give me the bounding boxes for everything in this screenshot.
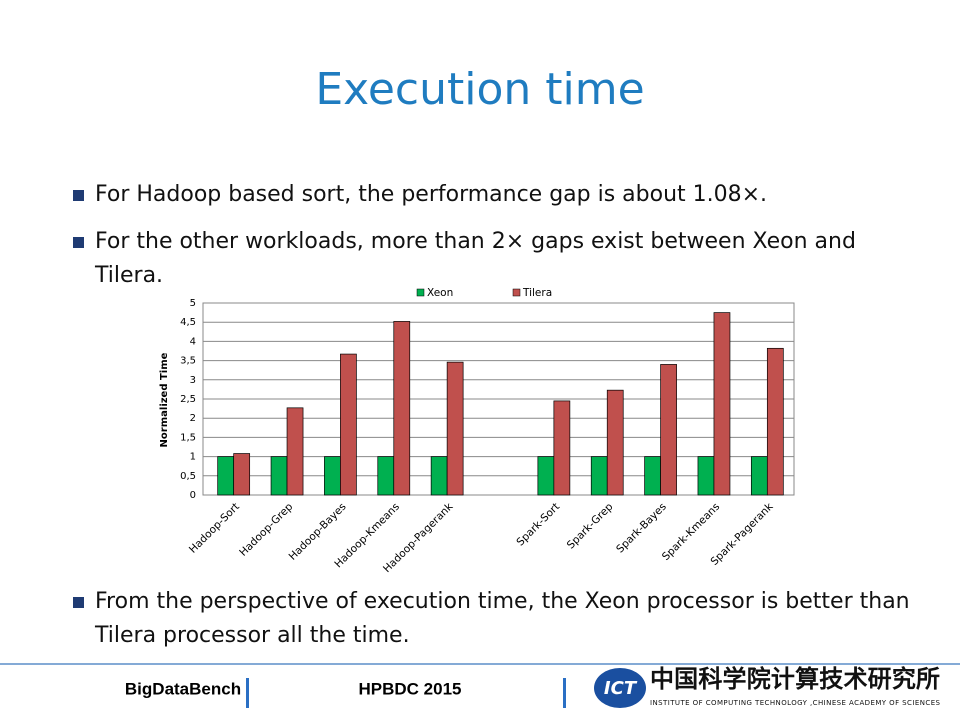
x-tick-label: Hadoop-Bayes — [287, 501, 349, 563]
bar — [286, 407, 304, 496]
footer-left: BigDataBench — [125, 679, 241, 698]
y-tick-label: 1 — [190, 452, 196, 463]
bar — [644, 456, 661, 496]
bar — [537, 456, 555, 496]
bar — [217, 456, 235, 496]
x-tick-label: Hadoop-Grep — [237, 501, 295, 559]
bullet: From the perspective of execution time, … — [73, 585, 925, 653]
legend-label: Tilera — [522, 287, 552, 299]
x-tick-label: Hadoop-Sort — [187, 501, 242, 556]
bar — [324, 456, 341, 496]
slide-title: Execution time — [315, 64, 644, 115]
bullet: For Hadoop based sort, the performance g… — [73, 178, 915, 212]
y-tick-label: 2 — [190, 413, 196, 424]
y-tick-label: 0,5 — [180, 471, 196, 482]
bar — [446, 361, 464, 496]
y-tick-label: 0 — [190, 490, 196, 501]
bar — [340, 353, 357, 496]
bar — [766, 347, 784, 496]
legend-swatch — [512, 288, 521, 297]
y-tick-label: 2,5 — [180, 394, 196, 405]
institute-cn: 中国科学院计算技术研究所 — [650, 665, 940, 693]
institute-en: INSTITUTE OF COMPUTING TECHNOLOGY ,CHINE… — [650, 699, 941, 707]
bar — [590, 456, 608, 496]
x-tick-label: Spark-Sort — [514, 501, 562, 549]
x-tick-label: Spark-Grep — [565, 501, 616, 552]
bar — [660, 364, 677, 496]
bar — [553, 400, 571, 496]
footer-center: HPBDC 2015 — [359, 679, 462, 698]
bar — [377, 456, 395, 496]
legend-label: Xeon — [427, 287, 453, 299]
bar — [606, 389, 624, 496]
y-tick-label: 4,5 — [180, 317, 196, 328]
bar — [430, 456, 448, 496]
logo-mark — [594, 668, 646, 708]
bar — [713, 312, 731, 496]
bar — [233, 453, 251, 496]
bar — [393, 321, 411, 496]
y-tick-label: 1,5 — [180, 432, 196, 443]
y-axis-label: Normalized Time — [159, 352, 170, 447]
divider — [246, 678, 249, 708]
bar — [270, 456, 288, 496]
divider — [563, 678, 566, 708]
bar — [697, 456, 715, 496]
bar — [750, 456, 768, 496]
x-tick-label: Spark-Bayes — [614, 501, 669, 556]
y-tick-label: 3,5 — [180, 356, 196, 367]
y-tick-label: 3 — [190, 375, 196, 386]
y-tick-label: 4 — [190, 336, 196, 347]
y-tick-label: 5 — [190, 298, 196, 309]
bullet: For the other workloads, more than 2× ga… — [73, 225, 885, 293]
legend-swatch — [416, 288, 425, 297]
logo-text: ICT — [604, 678, 638, 699]
